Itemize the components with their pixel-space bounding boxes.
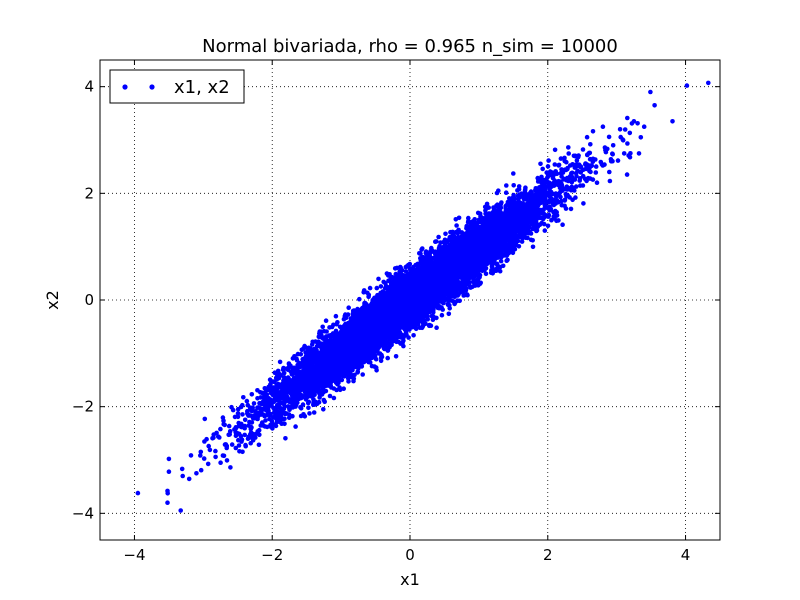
scatter-point: [558, 156, 564, 161]
scatter-point: [179, 466, 185, 472]
scatter-point: [256, 442, 262, 448]
scatter-point: [248, 440, 253, 446]
grid: [100, 60, 720, 540]
scatter-point: [222, 422, 227, 428]
scatter-point: [309, 342, 315, 347]
scatter-point: [565, 165, 570, 171]
scatter-point: [293, 424, 298, 429]
scatter-point: [411, 333, 416, 338]
scatter-point: [277, 359, 283, 365]
scatter-point: [625, 115, 630, 121]
scatter-points: [135, 80, 711, 513]
scatter-point: [205, 461, 211, 467]
scatter-point: [568, 206, 574, 212]
scatter-point: [516, 244, 522, 249]
scatter-point: [494, 261, 500, 267]
scatter-point: [357, 296, 362, 302]
scatter-point: [538, 161, 543, 167]
scatter-point: [229, 442, 235, 447]
scatter-point: [545, 164, 551, 169]
scatter-point: [540, 166, 545, 172]
scatter-point: [242, 432, 247, 438]
scatter-point: [213, 454, 218, 460]
scatter-point: [306, 405, 311, 411]
scatter-point: [511, 183, 516, 188]
scatter-point: [390, 274, 395, 280]
scatter-point: [273, 423, 279, 429]
scatter-point: [573, 195, 578, 200]
scatter-point: [217, 435, 222, 440]
scatter-point: [566, 151, 571, 156]
scatter-point: [540, 216, 546, 222]
scatter-point: [221, 418, 226, 424]
scatter-point: [320, 324, 326, 330]
scatter-point: [226, 423, 232, 429]
scatter-point: [298, 405, 303, 410]
scatter-point: [374, 368, 379, 373]
scatter-point: [272, 370, 278, 376]
scatter-point: [341, 386, 347, 392]
scatter-point: [429, 313, 435, 319]
scatter-point: [327, 393, 333, 399]
scatter-point: [588, 169, 593, 175]
scatter-point: [249, 425, 254, 430]
scatter-point: [393, 354, 399, 359]
scatter-point: [446, 311, 452, 317]
scatter-point: [547, 208, 552, 213]
scatter-point: [366, 294, 371, 300]
scatter-point: [186, 476, 192, 482]
scatter-point: [503, 190, 509, 195]
scatter-point: [361, 288, 367, 293]
scatter-point: [235, 411, 241, 416]
scatter-point: [624, 172, 630, 177]
chart-title: Normal bivariada, rho = 0.965 n_sim = 10…: [202, 36, 618, 57]
scatter-point: [593, 170, 599, 175]
scatter-point: [298, 413, 304, 419]
scatter-point: [251, 401, 257, 406]
scatter-point: [178, 508, 183, 513]
scatter-point: [240, 412, 245, 417]
scatter-point: [374, 285, 380, 291]
scatter-point: [242, 417, 248, 423]
scatter-point: [436, 234, 441, 240]
scatter-point: [606, 134, 612, 140]
scatter-point: [263, 418, 268, 423]
scatter-point: [484, 201, 490, 207]
scatter-point: [323, 388, 329, 394]
scatter-point: [345, 376, 351, 381]
scatter-point: [213, 448, 218, 454]
scatter-point: [443, 231, 448, 237]
scatter-point: [286, 415, 292, 421]
scatter-point: [333, 313, 339, 319]
scatter-point: [241, 395, 246, 400]
scatter-point: [233, 445, 239, 451]
scatter-point: [625, 141, 630, 146]
scatter-point: [202, 416, 208, 422]
scatter-point: [475, 210, 481, 216]
scatter-point: [198, 467, 204, 473]
scatter-point: [228, 465, 233, 470]
scatter-point: [207, 447, 213, 453]
scatter-point: [279, 421, 285, 427]
scatter-point: [264, 413, 269, 418]
scatter-point: [355, 369, 361, 374]
scatter-point: [188, 453, 194, 458]
scatter-point: [434, 325, 439, 331]
scatter-point: [317, 395, 322, 400]
scatter-point: [302, 414, 308, 419]
